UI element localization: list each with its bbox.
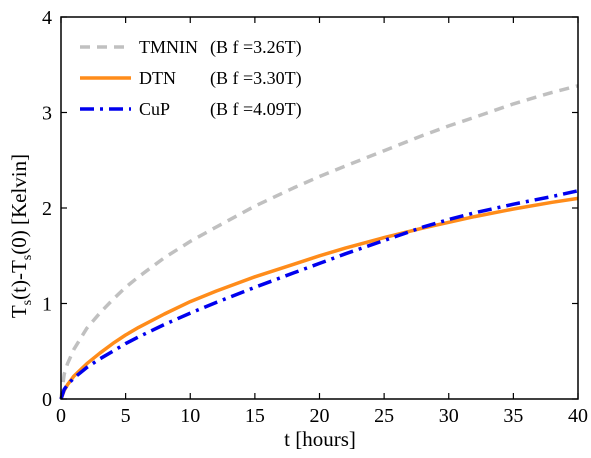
x-tick-label: 0 [56, 405, 66, 427]
x-tick-label: 5 [121, 405, 131, 427]
x-tick-label: 30 [439, 405, 459, 427]
legend-label-dtn: DTN [139, 68, 176, 88]
y-tick-label: 1 [42, 294, 52, 316]
x-tick-label: 10 [180, 405, 200, 427]
y-axis-label: Ts(t)-Ts(0) [Kelvin] [7, 154, 35, 318]
x-tick-label: 15 [245, 405, 265, 427]
y-tick-label: 0 [42, 389, 52, 411]
ticks-layer: 0 5 10 15 20 25 30 35 40 0 1 2 3 4 [42, 7, 588, 427]
series-line-tmnin [59, 84, 579, 400]
y-axis-label-sub2: s [20, 255, 35, 260]
legend-field-dtn: (B f =3.30T) [210, 68, 302, 89]
x-tick-label: 25 [374, 405, 394, 427]
legend-label-cup: CuP [139, 99, 170, 119]
x-axis-label: t [hours] [284, 427, 356, 451]
series-layer [59, 84, 579, 400]
x-tick-label: 20 [310, 405, 330, 427]
series-line-cup [59, 189, 579, 400]
legend-label-tmnin: TMNIN [139, 37, 198, 57]
y-tick-label: 3 [42, 103, 52, 125]
x-tick-label: 40 [568, 405, 588, 427]
y-axis-label-suffix: (0) [Kelvin] [7, 154, 31, 255]
y-axis-label-mid: (t)-T [7, 260, 31, 300]
legend: TMNIN (B f =3.26T) DTN (B f =3.30T) CuP (B f … [80, 37, 302, 120]
legend-field-cup: (B f =4.09T) [210, 99, 302, 120]
y-axis-label-sub1: s [20, 300, 35, 305]
y-tick-label: 4 [42, 7, 52, 29]
series-line-dtn [59, 196, 579, 400]
y-tick-label: 2 [42, 198, 52, 220]
legend-field-tmnin: (B f =3.26T) [210, 37, 302, 58]
y-axis-label-prefix: T [7, 305, 31, 318]
x-tick-label: 35 [503, 405, 523, 427]
